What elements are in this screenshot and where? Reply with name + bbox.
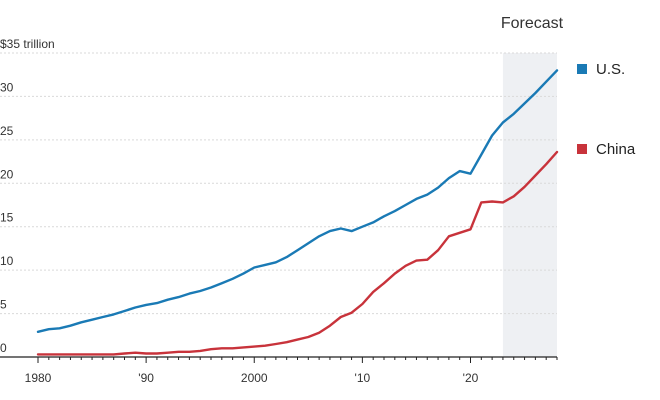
- y-tick-label: 30: [0, 80, 14, 94]
- y-tick-label: 15: [0, 211, 14, 225]
- x-tick-label: '20: [463, 371, 479, 385]
- legend-swatch-china: [577, 144, 587, 154]
- x-tick-label: 2000: [241, 371, 268, 385]
- y-tick-label: 20: [0, 167, 14, 181]
- legend-label-china: China: [596, 141, 636, 158]
- y-tick-label: 25: [0, 124, 14, 138]
- x-tick-label: 1980: [25, 371, 52, 385]
- series-line-us: [36, 69, 559, 333]
- forecast-region: [502, 53, 557, 357]
- y-tick-label: 5: [0, 298, 7, 312]
- x-tick-label: '10: [355, 371, 371, 385]
- forecast-label: Forecast: [501, 15, 564, 32]
- x-tick-label: '90: [138, 371, 154, 385]
- legend-label-us: U.S.: [596, 61, 625, 78]
- legend-swatch-us: [577, 64, 587, 74]
- y-tick-label: 0: [0, 341, 7, 355]
- series-line-china: [36, 150, 559, 356]
- y-tick-label: 10: [0, 254, 14, 268]
- y-tick-label: $35 trillion: [0, 37, 55, 51]
